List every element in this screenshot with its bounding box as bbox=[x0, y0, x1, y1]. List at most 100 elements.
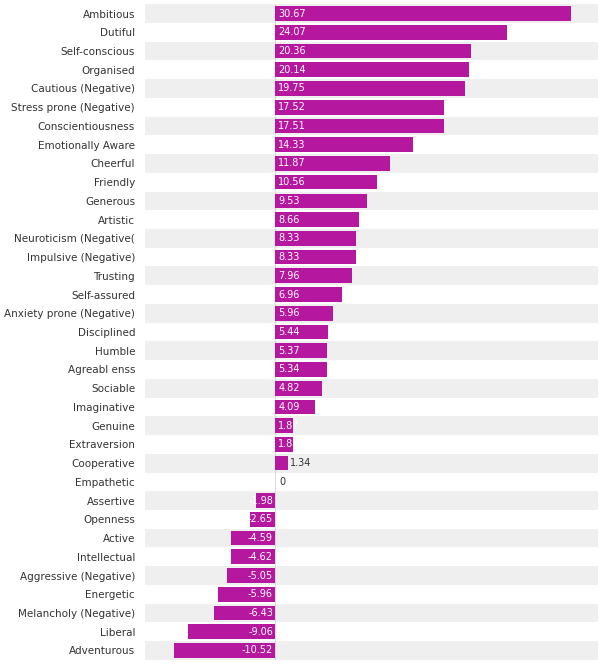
Bar bbox=[146, 435, 598, 454]
Bar bbox=[146, 416, 598, 435]
Text: 8.33: 8.33 bbox=[278, 252, 300, 262]
Text: 7.96: 7.96 bbox=[278, 271, 300, 281]
Text: 0: 0 bbox=[279, 477, 285, 487]
Bar bbox=[275, 231, 356, 246]
Text: 5.44: 5.44 bbox=[278, 327, 300, 337]
Bar bbox=[275, 100, 444, 114]
Bar bbox=[275, 194, 367, 208]
Bar bbox=[188, 624, 275, 639]
Bar bbox=[275, 288, 343, 302]
Bar bbox=[275, 325, 327, 339]
Text: 4.09: 4.09 bbox=[278, 402, 300, 412]
Bar bbox=[250, 512, 275, 527]
Bar bbox=[146, 79, 598, 98]
Bar bbox=[275, 362, 327, 376]
Bar bbox=[146, 42, 598, 60]
Text: 1.8: 1.8 bbox=[278, 440, 294, 450]
Bar bbox=[146, 510, 598, 529]
Bar bbox=[275, 44, 471, 58]
Bar bbox=[146, 154, 598, 173]
Text: -4.59: -4.59 bbox=[248, 533, 273, 543]
Bar bbox=[146, 266, 598, 285]
Text: 14.33: 14.33 bbox=[278, 139, 306, 149]
Bar bbox=[275, 418, 293, 433]
Bar bbox=[146, 60, 598, 79]
Bar bbox=[146, 23, 598, 42]
Bar bbox=[275, 212, 359, 227]
Bar bbox=[275, 306, 333, 321]
Bar bbox=[146, 566, 598, 585]
Bar bbox=[146, 98, 598, 117]
Bar bbox=[146, 641, 598, 660]
Bar bbox=[146, 473, 598, 491]
Bar bbox=[146, 341, 598, 360]
Text: -5.05: -5.05 bbox=[248, 570, 273, 580]
Text: 10.56: 10.56 bbox=[278, 177, 306, 187]
Bar bbox=[146, 585, 598, 604]
Bar bbox=[146, 491, 598, 510]
Text: 8.33: 8.33 bbox=[278, 233, 300, 243]
Bar bbox=[275, 119, 444, 133]
Bar bbox=[146, 323, 598, 341]
Text: 9.53: 9.53 bbox=[278, 196, 300, 206]
Bar bbox=[275, 343, 327, 358]
Bar bbox=[146, 304, 598, 323]
Bar bbox=[146, 529, 598, 547]
Bar bbox=[275, 156, 389, 171]
Bar bbox=[146, 398, 598, 416]
Bar bbox=[218, 587, 275, 602]
Bar bbox=[275, 25, 507, 40]
Text: -1.98: -1.98 bbox=[248, 495, 273, 505]
Bar bbox=[275, 456, 288, 470]
Text: -6.43: -6.43 bbox=[248, 608, 273, 618]
Bar bbox=[275, 437, 293, 452]
Bar bbox=[146, 285, 598, 304]
Bar bbox=[146, 379, 598, 398]
Bar bbox=[146, 622, 598, 641]
Bar bbox=[146, 360, 598, 379]
Bar bbox=[146, 547, 598, 566]
Text: 5.96: 5.96 bbox=[278, 308, 300, 318]
Bar bbox=[275, 175, 377, 189]
Text: 5.34: 5.34 bbox=[278, 365, 300, 374]
Bar bbox=[275, 250, 356, 264]
Bar bbox=[174, 643, 275, 658]
Bar bbox=[146, 191, 598, 210]
Bar bbox=[275, 81, 465, 96]
Text: 17.52: 17.52 bbox=[278, 102, 306, 112]
Text: 20.36: 20.36 bbox=[278, 46, 306, 56]
Bar bbox=[146, 173, 598, 191]
Text: 1.34: 1.34 bbox=[290, 458, 312, 468]
Bar bbox=[231, 550, 275, 564]
Text: 19.75: 19.75 bbox=[278, 84, 306, 94]
Bar bbox=[231, 531, 275, 545]
Text: 20.14: 20.14 bbox=[278, 64, 306, 75]
Text: 1.87: 1.87 bbox=[278, 421, 300, 431]
Bar bbox=[146, 135, 598, 154]
Text: -4.62: -4.62 bbox=[248, 552, 273, 562]
Text: 6.96: 6.96 bbox=[278, 290, 300, 299]
Text: 11.87: 11.87 bbox=[278, 159, 306, 169]
Bar bbox=[146, 454, 598, 473]
Bar bbox=[275, 62, 469, 77]
Bar bbox=[146, 248, 598, 266]
Text: 24.07: 24.07 bbox=[278, 27, 306, 37]
Bar bbox=[146, 229, 598, 248]
Text: 8.66: 8.66 bbox=[278, 214, 300, 224]
Bar bbox=[146, 604, 598, 622]
Bar bbox=[275, 137, 414, 152]
Bar bbox=[275, 268, 352, 283]
Text: -10.52: -10.52 bbox=[242, 645, 273, 655]
Bar bbox=[275, 381, 322, 396]
Bar bbox=[214, 606, 275, 620]
Bar bbox=[256, 493, 275, 508]
Bar bbox=[146, 4, 598, 23]
Bar bbox=[146, 210, 598, 229]
Text: -5.96: -5.96 bbox=[248, 589, 273, 600]
Text: 17.51: 17.51 bbox=[278, 121, 306, 131]
Text: 5.37: 5.37 bbox=[278, 346, 300, 356]
Text: -2.65: -2.65 bbox=[248, 515, 273, 525]
Bar bbox=[227, 568, 275, 583]
Text: -9.06: -9.06 bbox=[248, 627, 273, 637]
Text: 30.67: 30.67 bbox=[278, 9, 306, 19]
